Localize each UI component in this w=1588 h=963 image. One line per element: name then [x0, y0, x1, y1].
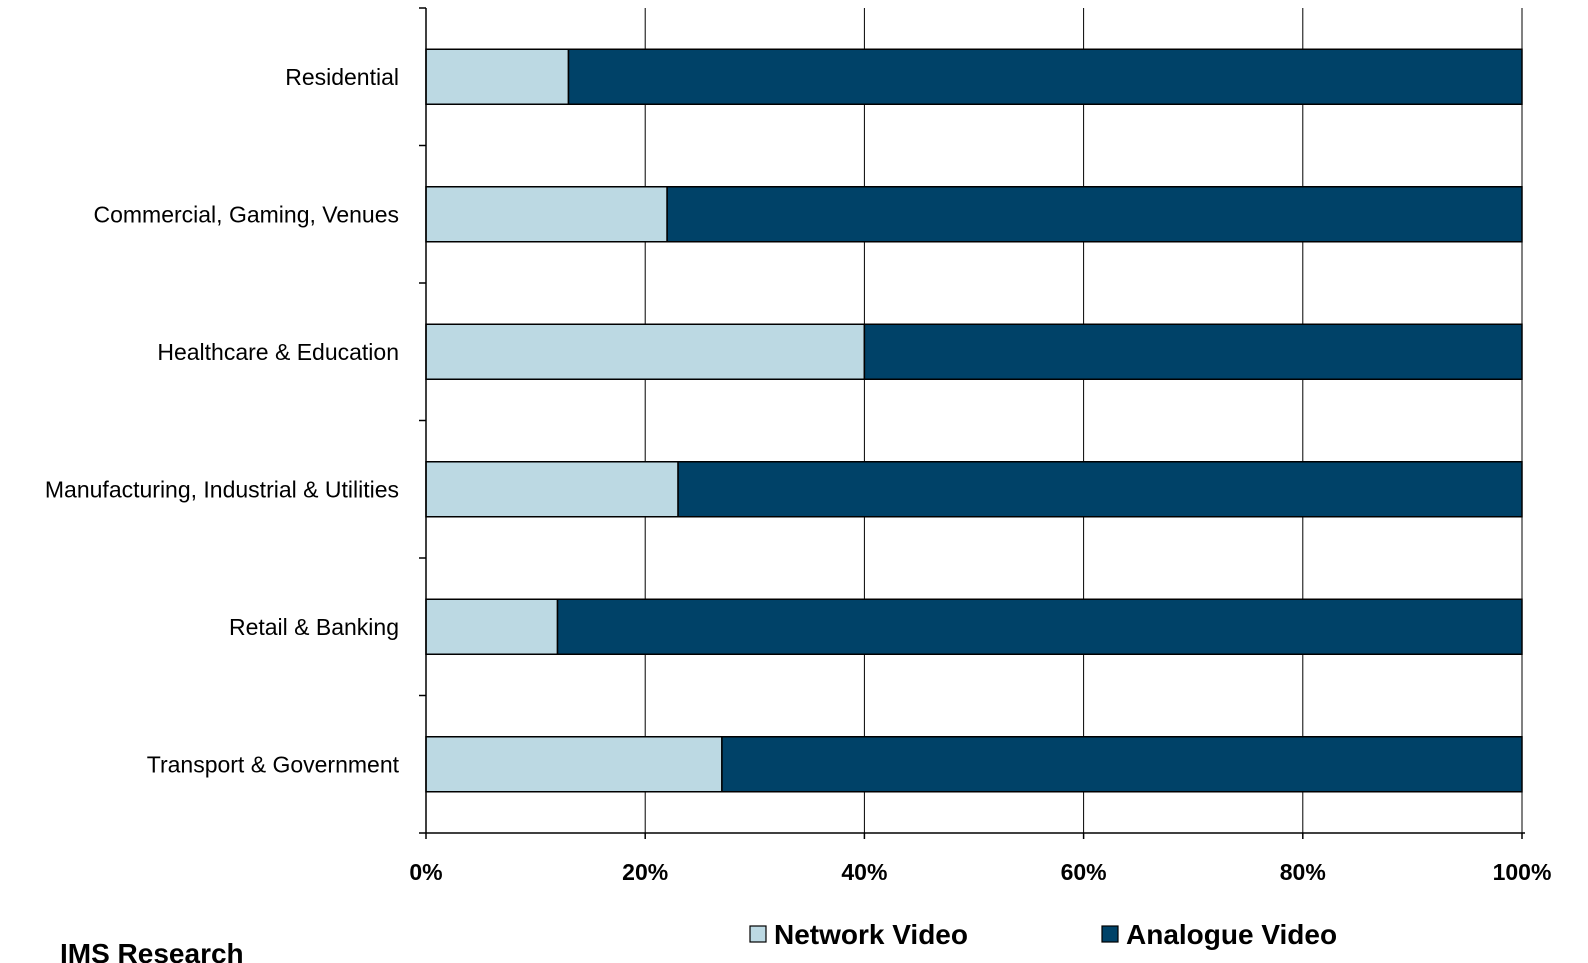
- bar-segment-analogue-video: [863, 323, 1523, 380]
- legend-label: Network Video: [774, 919, 968, 950]
- category-label: Retail & Banking: [229, 614, 399, 640]
- x-tick-label: 40%: [841, 859, 887, 885]
- category-label: Healthcare & Education: [157, 339, 399, 365]
- x-tick-label: 20%: [622, 859, 668, 885]
- x-tick-label: 80%: [1280, 859, 1326, 885]
- x-tick-label: 100%: [1493, 859, 1552, 885]
- axes: [419, 7, 1525, 839]
- bar-segment-network-video: [425, 48, 570, 105]
- bar-segment-analogue-video: [567, 48, 1523, 105]
- gridlines: [644, 8, 1523, 833]
- bar-segment-analogue-video: [677, 461, 1523, 518]
- source-label: IMS Research: [60, 938, 244, 963]
- legend: Network Video Analogue Video: [749, 919, 1337, 950]
- bar-segment-network-video: [425, 736, 723, 793]
- category-label: Commercial, Gaming, Venues: [93, 201, 399, 227]
- legend-swatch: [749, 925, 767, 943]
- category-labels: Residential Commercial, Gaming, Venues Hea…: [45, 64, 400, 778]
- bars: [425, 48, 1523, 793]
- bar-segment-network-video: [425, 186, 668, 243]
- bar-segment-network-video: [425, 323, 866, 380]
- bar-segment-network-video: [425, 461, 679, 518]
- category-label: Residential: [285, 64, 399, 90]
- bar-segment-analogue-video: [721, 736, 1523, 793]
- category-label: Transport & Government: [147, 751, 400, 777]
- bar-segment-analogue-video: [666, 186, 1523, 243]
- x-tick-labels: 0% 20% 40% 60% 80% 100%: [409, 859, 1551, 885]
- bar-segment-network-video: [425, 598, 559, 655]
- legend-label: Analogue Video: [1126, 919, 1337, 950]
- category-label: Manufacturing, Industrial & Utilities: [45, 476, 399, 502]
- x-tick-label: 0%: [409, 859, 442, 885]
- legend-swatch: [1101, 925, 1119, 943]
- bar-segment-analogue-video: [556, 598, 1523, 655]
- x-tick-label: 60%: [1061, 859, 1107, 885]
